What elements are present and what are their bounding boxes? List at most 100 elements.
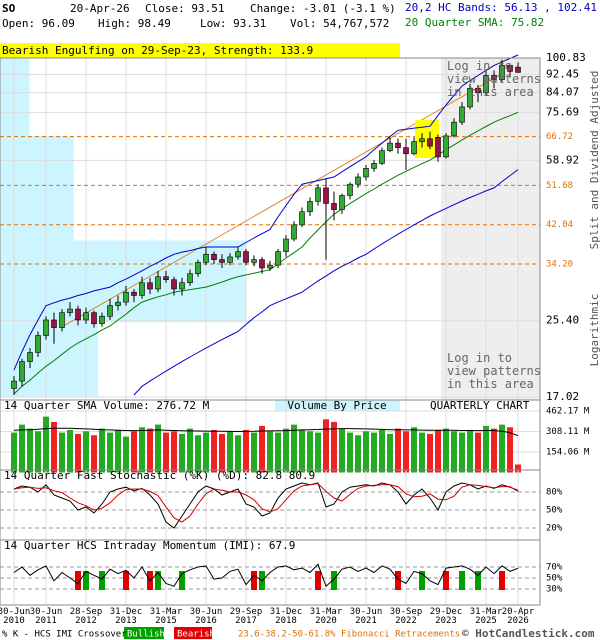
candle-body xyxy=(435,137,441,158)
candle-body xyxy=(323,187,329,204)
volume-bar xyxy=(403,431,409,473)
volume-bar xyxy=(11,432,17,473)
login-note: Log in to view patterns in this area xyxy=(447,351,541,391)
symbol: SO xyxy=(2,2,16,15)
adjusted-note: Split and Dividend Adjusted xyxy=(588,71,600,250)
candle-body xyxy=(211,253,217,260)
volume-bar xyxy=(307,431,313,473)
candle-body xyxy=(411,141,417,155)
candle-body xyxy=(171,279,177,290)
volume-bar xyxy=(27,428,33,473)
candle-body xyxy=(155,276,161,290)
bearish-key xyxy=(174,627,212,639)
volume-bar xyxy=(379,429,385,473)
volume-bar xyxy=(123,436,129,473)
candle-body xyxy=(99,315,105,325)
fib-legend: 23.6-38.2-50-61.8% Fibonacci Retracement… xyxy=(238,630,460,640)
pattern-banner-bg xyxy=(0,43,400,58)
high: High: 98.49 xyxy=(98,17,171,30)
candle-body xyxy=(483,75,489,94)
volume-bar xyxy=(187,428,193,473)
y-tick-label: 20% xyxy=(546,524,563,534)
indicator-line xyxy=(13,54,519,371)
volume-bar xyxy=(107,432,113,473)
volume-bar xyxy=(179,433,185,473)
panel-note: QUARTERLY CHART xyxy=(430,399,530,412)
candle-body xyxy=(251,259,257,263)
x-tick-label: 31-Mar 2020 xyxy=(309,607,343,626)
candle-body xyxy=(363,168,369,178)
crossover-signal xyxy=(179,571,185,590)
volume-bar xyxy=(427,433,433,473)
candle-body xyxy=(451,121,457,137)
volume-bar xyxy=(283,428,289,473)
candle-body xyxy=(267,264,273,269)
volume-bar xyxy=(155,424,161,473)
candle-body xyxy=(315,187,321,202)
volume-bar xyxy=(395,428,401,473)
volume-bar xyxy=(371,432,377,473)
indicator-line xyxy=(133,169,519,396)
crossover-signal xyxy=(331,571,337,590)
y-tick-label: 25.40 xyxy=(546,314,579,327)
x-tick-label: 31-Mar 2015 xyxy=(149,607,183,626)
volume-by-price-bar xyxy=(0,58,30,136)
sma-legend: 20 Quarter SMA: 75.82 xyxy=(405,16,544,29)
x-tick-label: 30-Jun 2016 xyxy=(189,607,223,626)
volume-bar xyxy=(35,431,41,473)
x-tick-label: 31-Mar 2025 xyxy=(469,607,503,626)
volume-by-price-bar xyxy=(0,240,246,323)
candle-body xyxy=(443,135,449,158)
volume-bar xyxy=(99,428,105,473)
volume-bar xyxy=(491,428,497,473)
candle-body xyxy=(475,88,481,94)
volume-bar xyxy=(443,428,449,473)
panel-note: Volume By Price xyxy=(287,399,386,412)
crossover-signal xyxy=(443,571,449,590)
volume-bar xyxy=(331,421,337,473)
candle-body xyxy=(195,262,201,275)
candle-body xyxy=(91,312,97,325)
pattern-banner: Bearish Engulfing on 29-Sep-23, Strength… xyxy=(2,44,313,57)
volume-bar xyxy=(435,429,441,473)
candle-body xyxy=(339,195,345,210)
candle-body xyxy=(123,291,129,303)
y-tick-label: 58.92 xyxy=(546,153,579,166)
fib-label: 51.68 xyxy=(546,181,573,191)
crossover-signal xyxy=(123,571,129,590)
volume-bar xyxy=(235,435,241,473)
volume-sma-line xyxy=(13,427,519,437)
volume-bar xyxy=(299,429,305,473)
crossover-signal xyxy=(83,571,89,590)
change: Change: -3.01 (-3.1 %) xyxy=(250,2,396,15)
x-tick-label: 29-Dec 2023 xyxy=(429,607,463,626)
open: Open: 96.09 xyxy=(2,17,75,30)
volume-bar xyxy=(475,432,481,473)
panel-title: 14 Quarter SMA Volume: 276.72 M xyxy=(4,399,210,412)
candle-body xyxy=(243,251,249,263)
volume-bar xyxy=(203,432,209,473)
fib-label: 66.72 xyxy=(546,132,573,142)
candle-body xyxy=(179,282,185,290)
volume-bar xyxy=(339,428,345,473)
candle-body xyxy=(139,282,145,296)
volume-by-price-bar xyxy=(0,135,74,241)
candle-body xyxy=(355,176,361,185)
volume-bar xyxy=(19,424,25,473)
y-tick-label: 92.45 xyxy=(546,68,579,81)
x-tick-label: 20-Apr 2026 xyxy=(501,607,535,626)
candle-body xyxy=(43,319,49,336)
candle-body xyxy=(67,308,73,313)
candle-body xyxy=(283,238,289,252)
crossover-signal xyxy=(395,571,401,590)
volume-bar xyxy=(507,427,513,473)
x-tick-label: 30-Sep 2022 xyxy=(389,607,423,626)
volume-bar xyxy=(243,429,249,473)
y-tick-label: 17.02 xyxy=(546,390,579,403)
candle-body xyxy=(371,163,377,169)
y-tick-label: 75.69 xyxy=(546,106,579,119)
y-tick-label: 308.11 M xyxy=(546,427,590,437)
x-tick-label: 29-Sep 2017 xyxy=(229,607,263,626)
y-tick-label: 50% xyxy=(546,506,563,516)
